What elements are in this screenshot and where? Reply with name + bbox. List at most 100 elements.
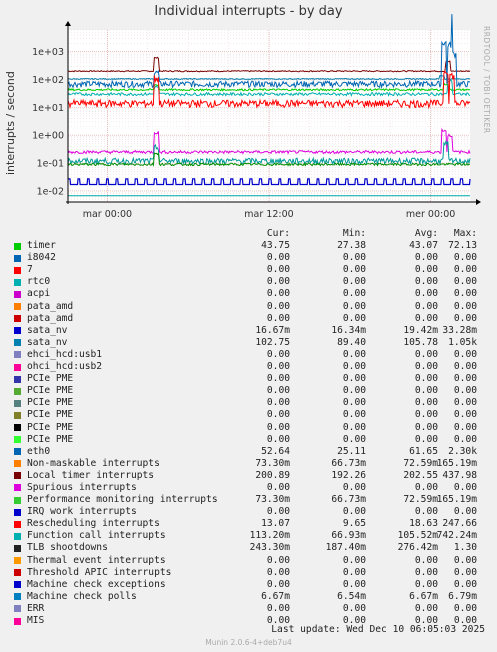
legend-swatch <box>14 532 21 540</box>
chart-title: Individual interrupts - by day <box>154 4 343 19</box>
legend-min: 16.34m <box>331 324 366 336</box>
legend-label: 7 <box>27 264 33 276</box>
legend-min: 0.00 <box>342 312 366 324</box>
series-line <box>67 81 471 92</box>
legend-min: 0.00 <box>342 615 366 626</box>
legend-max: 0.00 <box>453 373 477 385</box>
legend-swatch <box>14 278 21 286</box>
legend-avg: 0.00 <box>414 615 438 626</box>
legend-min: 66.73m <box>331 494 366 506</box>
legend-label: Spurious interrupts <box>27 481 137 493</box>
legend-min: 27.38 <box>337 240 366 252</box>
legend-swatch <box>14 254 21 262</box>
legend-max: 0.00 <box>453 276 477 288</box>
legend-row: PCIe PME 0.00 0.00 0.00 0.00 <box>12 409 487 421</box>
legend-avg: 276.42m <box>397 542 438 554</box>
legend-row: Thermal event interrupts 0.00 0.00 0.00 0.00 <box>12 555 487 567</box>
legend-max: 6.79m <box>448 590 477 602</box>
legend-label: ehci_hcd:usb1 <box>27 348 103 360</box>
header-max: Max: <box>453 228 477 239</box>
legend-swatch <box>14 399 21 407</box>
legend-row: PCIe PME 0.00 0.00 0.00 0.00 <box>12 422 487 434</box>
legend-avg: 0.00 <box>414 602 438 614</box>
legend-label: i8042 <box>27 252 56 264</box>
legend-max: 0.00 <box>453 578 477 590</box>
munin-version: Munin 2.0.6-4+deb7u4 <box>205 638 292 647</box>
legend-max: 0.00 <box>453 288 477 300</box>
legend-label: PCIe PME <box>27 385 74 397</box>
legend-max: 0.00 <box>453 264 477 276</box>
legend-avg: 202.55 <box>403 469 438 481</box>
x-tick-label: mar 12:00 <box>244 209 293 220</box>
legend-max: 0.00 <box>453 421 477 433</box>
legend-row: PCIe PME 0.00 0.00 0.00 0.00 <box>12 434 487 446</box>
legend-min: 0.00 <box>342 288 366 300</box>
legend-max: 72.13 <box>448 240 477 252</box>
legend-swatch <box>14 266 21 274</box>
legend-swatch <box>14 544 21 552</box>
legend-cur: 0.00 <box>266 578 290 590</box>
legend-cur: 52.64 <box>261 445 290 457</box>
legend-avg: 0.00 <box>414 288 438 300</box>
legend-swatch <box>14 484 21 492</box>
legend-swatch <box>14 472 21 480</box>
legend-swatch <box>14 496 21 504</box>
legend-cur: 0.00 <box>266 397 290 409</box>
x-tick-label: mer 00:00 <box>406 209 455 220</box>
series-line <box>67 152 471 167</box>
legend-max: 0.00 <box>453 312 477 324</box>
header-avg: Avg: <box>414 228 438 239</box>
legend-min: 0.00 <box>342 554 366 566</box>
legend-cur: 0.00 <box>266 312 290 324</box>
legend-swatch <box>14 520 21 528</box>
legend-row: Non-maskable interrupts 73.30m 66.73m 72.59… <box>12 458 487 470</box>
x-axis-arrow <box>476 199 481 205</box>
legend-min: 25.11 <box>337 445 366 457</box>
legend-avg: 0.00 <box>414 433 438 445</box>
legend-row: rtc0 0.00 0.00 0.00 0.00 <box>12 276 487 288</box>
legend-row: ohci_hcd:usb2 0.00 0.00 0.00 0.00 <box>12 361 487 373</box>
legend-min: 0.00 <box>342 276 366 288</box>
legend-swatch <box>14 460 21 468</box>
legend-swatch <box>14 424 21 431</box>
interrupts-chart: 1e-02 1e-01 1e+00 1e+01 1e+02 1e+03 mar 00:00 m… <box>32 14 481 220</box>
legend-cur: 16.67m <box>255 324 290 336</box>
legend-swatch <box>14 411 21 419</box>
legend-label: acpi <box>27 288 51 300</box>
legend-label: Function call interrupts <box>27 530 166 542</box>
legend-table: Cur: Min: Avg: Max: timer 43.75 27.38 43.07… <box>12 228 487 627</box>
legend-row: sata_nv 102.75 89.40 105.78 1.05k <box>12 337 487 349</box>
legend-min: 0.00 <box>342 361 366 373</box>
legend-row: Function call interrupts 113.20m 66.93m 105… <box>12 530 487 542</box>
legend-label: timer <box>27 240 56 252</box>
legend-swatch <box>14 339 21 347</box>
legend-max: 247.66 <box>442 518 477 530</box>
legend-min: 0.00 <box>342 348 366 360</box>
legend-avg: 43.07 <box>409 240 438 252</box>
legend-swatch <box>14 593 21 601</box>
legend-avg: 72.59m <box>403 494 438 506</box>
legend-avg: 0.00 <box>414 252 438 264</box>
legend-min: 9.65 <box>342 518 366 530</box>
legend-cur: 0.00 <box>266 300 290 312</box>
legend-label: PCIe PME <box>27 397 74 409</box>
legend-avg: 6.67m <box>409 590 438 602</box>
legend-min: 192.26 <box>331 469 366 481</box>
legend-cur: 0.00 <box>266 602 290 614</box>
legend-cur: 0.00 <box>266 348 290 360</box>
legend-avg: 0.00 <box>414 361 438 373</box>
y-axis-arrow <box>65 21 71 26</box>
legend-label: eth0 <box>27 445 51 457</box>
legend-avg: 0.00 <box>414 397 438 409</box>
legend-min: 66.93m <box>331 530 366 542</box>
legend-min: 0.00 <box>342 252 366 264</box>
legend-min: 89.40 <box>337 336 366 348</box>
legend-cur: 0.00 <box>266 385 290 397</box>
legend-header: Cur: Min: Avg: Max: <box>12 228 487 240</box>
legend-cur: 6.67m <box>261 590 290 602</box>
legend-avg: 72.59m <box>403 457 438 469</box>
legend-max: 0.00 <box>453 252 477 264</box>
pulse-series-line <box>68 178 471 186</box>
legend-avg: 0.00 <box>414 554 438 566</box>
legend-avg: 0.00 <box>414 385 438 397</box>
